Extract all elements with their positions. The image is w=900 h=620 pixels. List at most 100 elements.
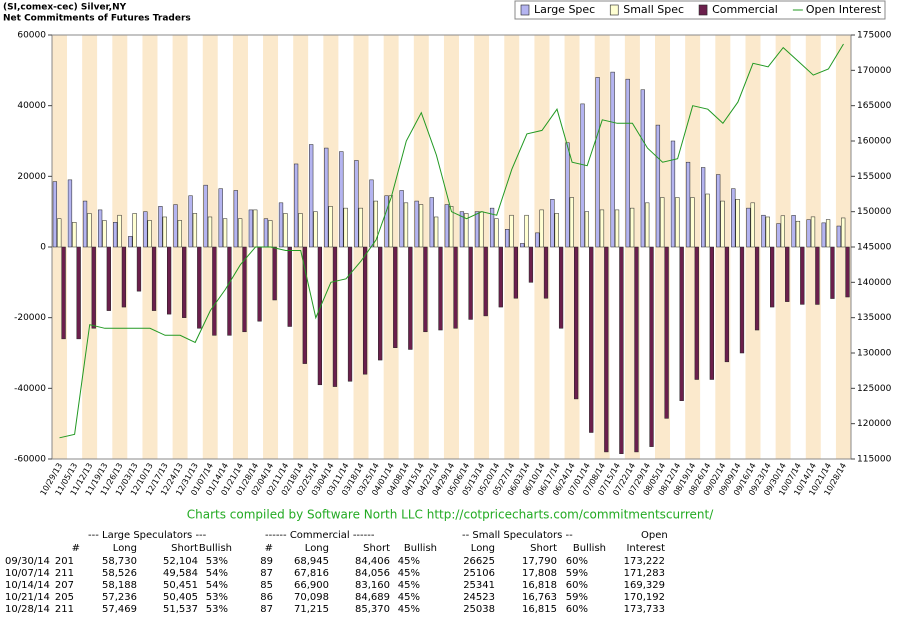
table-cell: 85,370 (355, 604, 390, 615)
bar (188, 195, 193, 248)
bar (584, 211, 590, 248)
column-header: Bullish (198, 543, 232, 554)
bar (505, 229, 510, 248)
column-header: Interest (626, 543, 665, 554)
legend-label: Large Spec (534, 3, 595, 16)
column-header: Short (171, 543, 198, 554)
bar (509, 214, 514, 248)
table-cell: 71,215 (294, 604, 329, 615)
y2-tick-label: 155000 (857, 172, 892, 182)
table-cell: 57,236 (102, 592, 137, 603)
bar (649, 246, 654, 447)
y2-tick-label: 160000 (857, 137, 892, 147)
legend-swatch (698, 4, 708, 16)
bar (830, 246, 835, 299)
bar (121, 246, 127, 308)
line-series (59, 43, 844, 439)
column-header: Bullish (572, 543, 606, 554)
bar (731, 188, 736, 248)
bar (97, 209, 103, 248)
bar (373, 200, 378, 248)
bar (324, 147, 329, 248)
legend-label: Commercial (712, 3, 778, 16)
bar (162, 216, 167, 248)
table-cell: 16,815 (522, 604, 557, 615)
row-date: 10/21/14 (5, 592, 50, 603)
table-cell: 54% (205, 568, 228, 579)
bar (132, 213, 137, 248)
y2-tick-label: 130000 (857, 349, 892, 359)
bar (625, 78, 630, 248)
bar (166, 246, 172, 315)
bar (257, 246, 262, 322)
bar (378, 246, 383, 361)
table-cell: 84,056 (355, 568, 390, 579)
bar (192, 213, 198, 248)
table-cell: 54% (205, 580, 228, 591)
table-cell: 58,188 (102, 580, 137, 591)
table-cell: 16,763 (522, 592, 557, 603)
bar (595, 77, 600, 248)
bar (87, 213, 92, 248)
column-header: # (71, 543, 80, 554)
bar (483, 246, 488, 317)
table-cell: 211 (54, 604, 74, 615)
bar (253, 209, 258, 248)
bar (660, 197, 665, 248)
bar (690, 197, 695, 248)
bar (347, 246, 353, 382)
bar (558, 246, 564, 329)
bar (423, 246, 428, 333)
bar (343, 207, 348, 248)
bar (825, 219, 831, 248)
bar (634, 246, 639, 453)
table-cell: 49,584 (163, 568, 198, 579)
y2-tick-label: 145000 (857, 243, 892, 253)
group-header: Open (641, 530, 668, 541)
y2-tick-label: 125000 (857, 384, 892, 394)
bar (106, 246, 111, 311)
bar (298, 213, 303, 248)
column-header: Long (304, 543, 329, 554)
bar (785, 246, 790, 302)
table-cell: 171,283 (623, 568, 665, 579)
bar (709, 246, 714, 380)
bar (528, 246, 534, 283)
bar (151, 246, 157, 311)
table-cell: 53% (205, 556, 228, 567)
table-cell: 25341 (463, 580, 495, 591)
bar (675, 197, 680, 248)
bar (158, 206, 163, 248)
bar (520, 243, 525, 248)
bar (328, 206, 333, 248)
bar (67, 179, 73, 248)
bar (403, 202, 409, 248)
y2-tick-label: 135000 (857, 313, 892, 323)
bar (565, 142, 570, 248)
bar (459, 211, 465, 248)
column-header: Long (112, 543, 137, 554)
legend-label: Open Interest (806, 3, 882, 16)
table-cell: 89 (260, 556, 273, 567)
bar (102, 220, 107, 248)
column-header: Bullish (403, 543, 437, 554)
bar (746, 207, 751, 248)
y2-tick-label: 170000 (857, 66, 892, 76)
bar (278, 202, 284, 248)
table-cell: 45% (397, 604, 420, 615)
bar (836, 225, 841, 248)
bar (720, 200, 725, 248)
y2-tick-label: 140000 (857, 278, 892, 288)
bar (539, 209, 544, 248)
bar (227, 246, 232, 336)
bar (554, 213, 559, 248)
table-cell: 57,469 (102, 604, 137, 615)
table-cell: 83,160 (355, 580, 390, 591)
column-header: Long (470, 543, 495, 554)
bar (57, 218, 62, 248)
bar (433, 216, 439, 248)
table-cell: 24523 (463, 592, 495, 603)
bar (645, 202, 650, 248)
bar (128, 236, 133, 248)
bar (287, 246, 292, 327)
